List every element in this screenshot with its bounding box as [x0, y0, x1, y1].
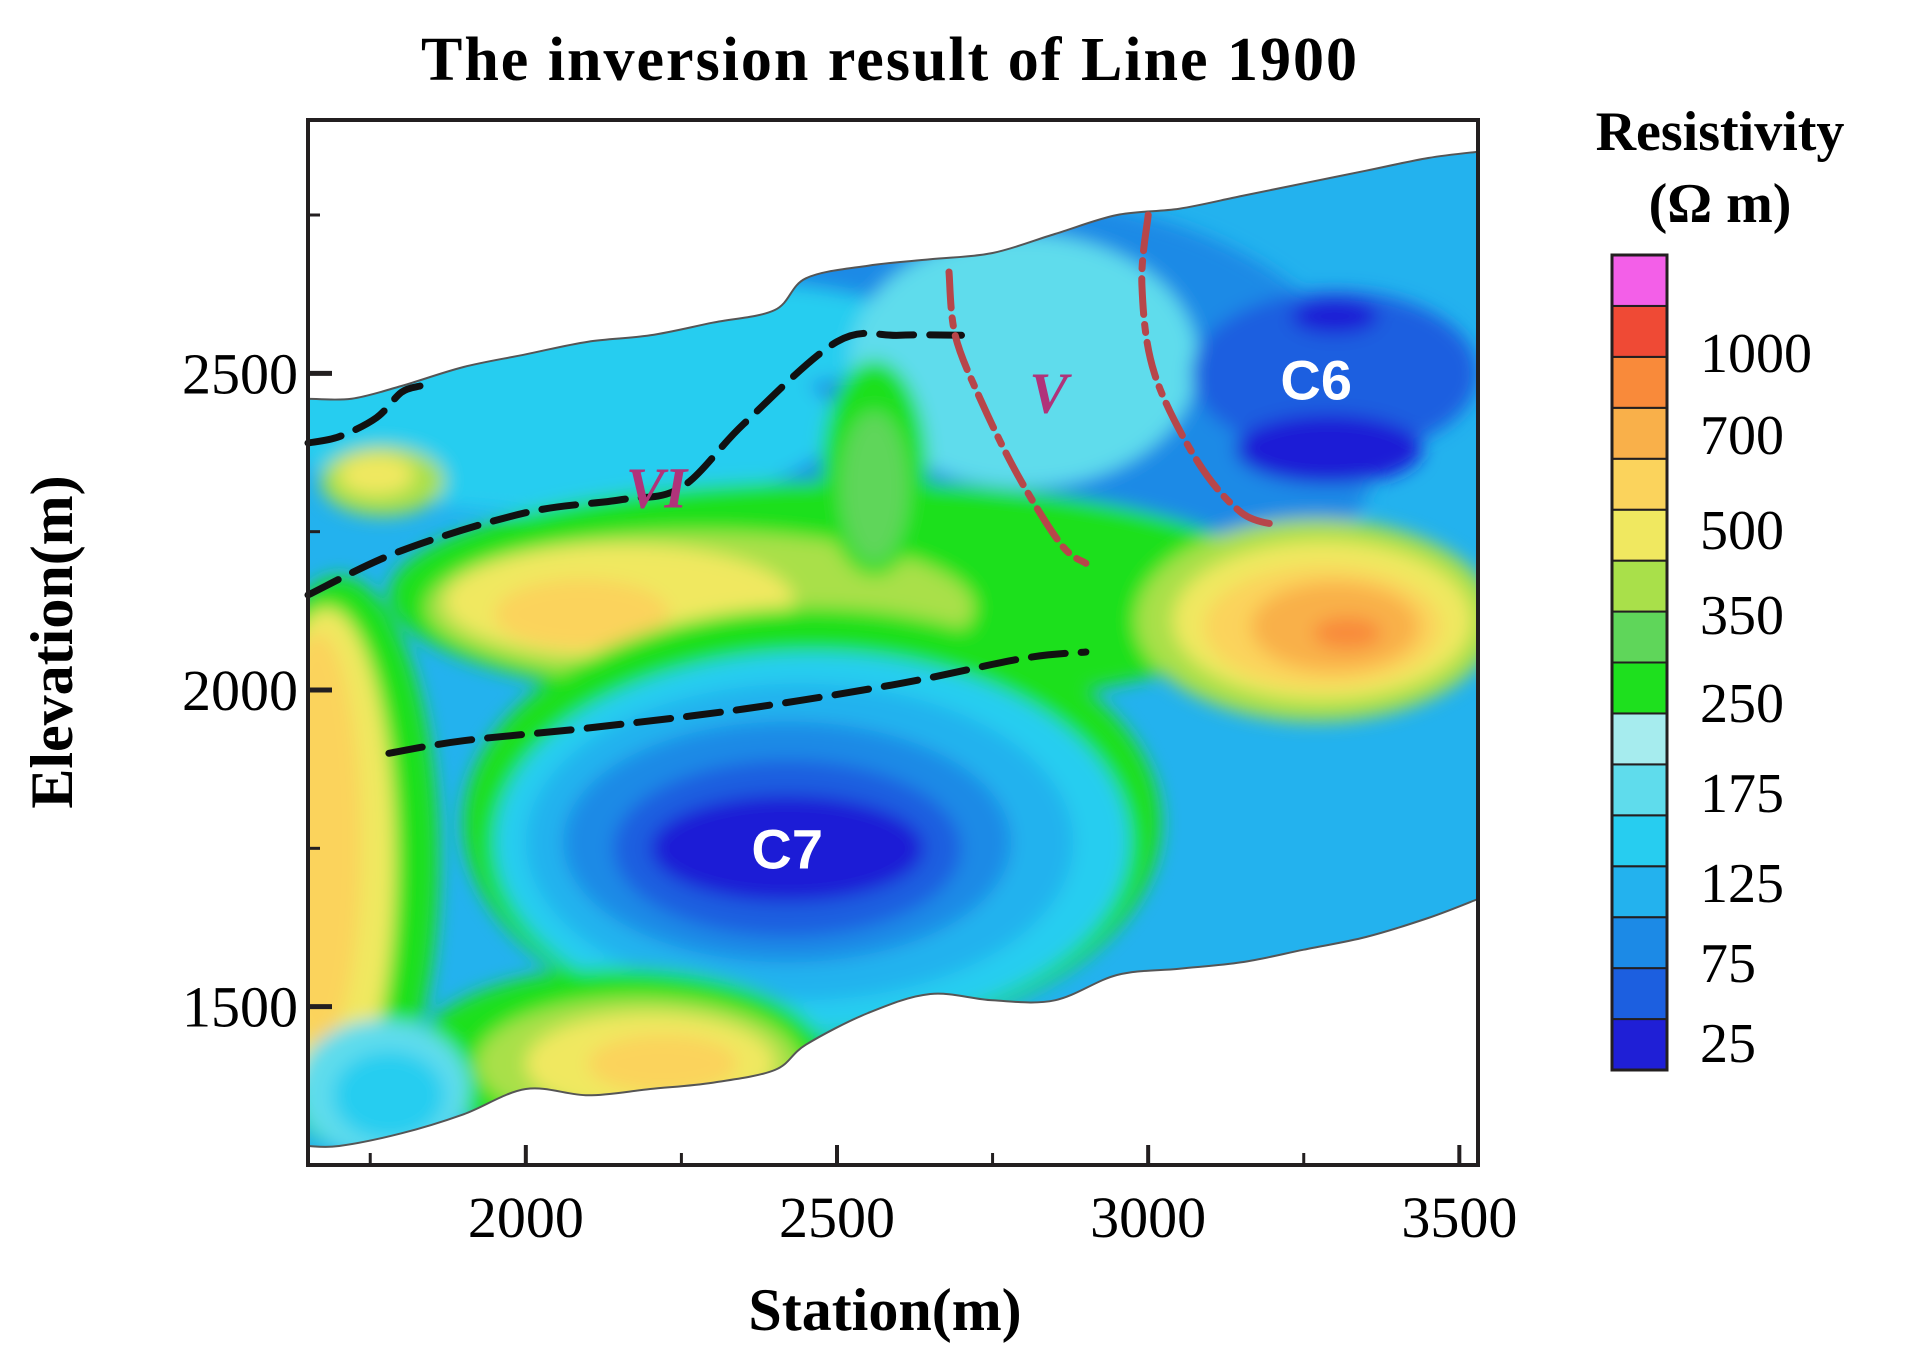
colorbar-swatch	[1611, 712, 1668, 766]
resistivity-section	[308, 151, 1478, 1147]
colorbar-swatch	[1611, 406, 1668, 460]
colorbar-swatch	[1611, 254, 1668, 307]
colorbar-swatch	[1611, 865, 1668, 919]
plot-frame	[306, 118, 1480, 1167]
y-axis: 1500 2000 2500	[182, 213, 332, 1040]
chart-title: The inversion result of Line 1900	[421, 26, 1359, 94]
colorbar-swatch	[1611, 916, 1668, 970]
fault-line	[1138, 211, 1283, 529]
resistivity-body	[650, 794, 925, 903]
colorbar-label: 125	[1700, 853, 1784, 915]
resistivity-body	[588, 1035, 738, 1093]
anomaly-label-c6: C6	[1280, 349, 1352, 412]
colorbar-swatches	[1610, 253, 1669, 1072]
resistivity-body	[332, 1051, 445, 1140]
resistivity-body	[849, 234, 1198, 488]
colorbar-frame	[1610, 253, 1669, 1072]
resistivity-body	[1235, 414, 1422, 485]
colorbar-label: 25	[1700, 1013, 1756, 1075]
colorbar-swatch	[1611, 355, 1668, 409]
layer-boundary-line	[304, 329, 965, 599]
y-tick-label: 2000	[182, 658, 298, 723]
y-axis-label: Elevation(m)	[19, 475, 85, 808]
colorbar-title: Resistivity	[1596, 101, 1845, 163]
interpreted-boundaries	[304, 211, 1283, 757]
fault-line	[945, 268, 1090, 567]
layer-boundary-line	[304, 382, 424, 447]
resistivity-body	[494, 579, 669, 649]
resistivity-body	[1191, 291, 1478, 456]
colorbar-swatch	[1611, 610, 1668, 664]
colorbar-swatch	[1611, 763, 1668, 817]
colorbar-swatch	[1611, 967, 1668, 1021]
colorbar-swatch	[1611, 1018, 1668, 1071]
x-tick-label: 2500	[779, 1185, 895, 1250]
colorbar-unit: (Ω m)	[1649, 173, 1792, 235]
colorbar-label: 500	[1700, 500, 1784, 562]
colorbar-label: 1000	[1700, 323, 1812, 385]
colorbar-swatch	[1611, 457, 1668, 511]
colorbar-label: 250	[1700, 673, 1784, 735]
x-axis-label: Station(m)	[748, 1277, 1021, 1343]
x-tick-label: 3500	[1401, 1185, 1517, 1250]
annotation-labels: C7 C6 VI V	[626, 349, 1352, 881]
resistivity-body	[840, 411, 909, 564]
anomaly-label-c7: C7	[751, 817, 823, 880]
resistivity-body	[308, 633, 361, 1051]
colorbar-label: 175	[1700, 763, 1784, 825]
x-tick-label: 3000	[1090, 1185, 1206, 1250]
colorbar-swatch	[1611, 661, 1668, 715]
fault-label-v: V	[1029, 360, 1072, 425]
colorbar-swatch	[1611, 814, 1668, 868]
colorbar-swatch	[1611, 304, 1668, 358]
x-axis: 2000 2500 3000 3500	[368, 1145, 1517, 1250]
colorbar-label: 700	[1700, 405, 1784, 467]
colorbar-swatch	[1611, 508, 1668, 562]
layer-boundary-line	[385, 648, 1090, 757]
colorbar-swatch	[1611, 559, 1668, 613]
fault-label-vi: VI	[626, 455, 690, 520]
y-tick-label: 1500	[182, 975, 298, 1040]
resistivity-body	[1313, 617, 1382, 649]
resistivity-bodies	[308, 195, 1478, 1147]
colorbar-label: 350	[1700, 585, 1784, 647]
y-tick-label: 2500	[182, 341, 298, 406]
colorbar-labels: 25 75 125 175 250 350 500 700 1000	[1700, 323, 1812, 1075]
resistivity-body	[339, 454, 414, 495]
resistivity-body	[1291, 298, 1379, 335]
x-tick-label: 2000	[468, 1185, 584, 1250]
colorbar-label: 75	[1700, 933, 1756, 995]
colorbar-legend: Resistivity (Ω m) 25 75 125 175 250 350 500 700…	[1596, 101, 1845, 1075]
